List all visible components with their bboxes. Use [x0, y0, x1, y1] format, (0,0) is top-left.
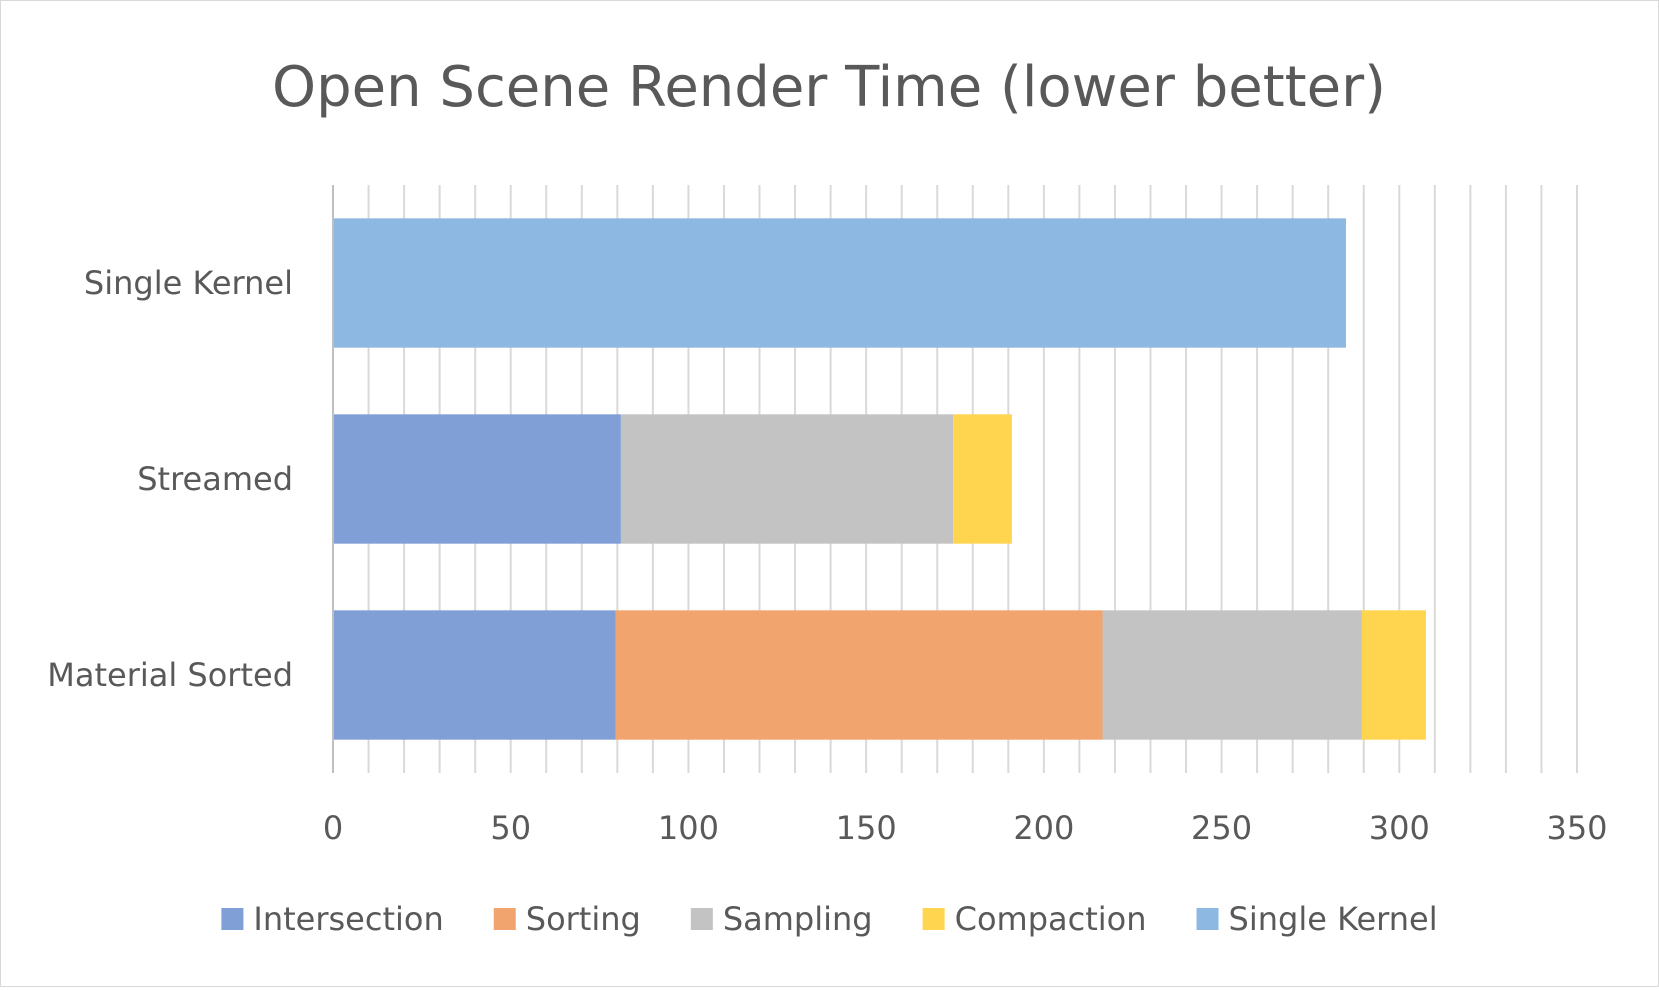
x-tick-label: 150 [836, 809, 897, 847]
legend-label: Sampling [723, 900, 873, 938]
legend-swatch [922, 908, 945, 930]
category-axis: Single Kernel Streamed Material Sorted [47, 185, 334, 773]
value-axis: 0 50 100 150 200 250 300 350 [323, 809, 1608, 847]
legend-swatch [493, 908, 516, 930]
bar-segment-intersection [333, 414, 621, 544]
category-label: Streamed [137, 460, 293, 498]
x-tick-label: 0 [323, 809, 343, 847]
legend-swatch [1196, 908, 1219, 930]
chart-title: Open Scene Render Time (lower better) [272, 55, 1386, 120]
legend-swatch [690, 908, 713, 930]
bar-segment-sorting [615, 610, 1103, 740]
legend-label: Compaction [955, 900, 1147, 938]
legend-label: Sorting [526, 900, 641, 938]
x-tick-label: 350 [1546, 809, 1607, 847]
category-label: Material Sorted [47, 656, 293, 694]
x-tick-label: 250 [1191, 809, 1252, 847]
category-label: Single Kernel [84, 264, 293, 302]
legend: Intersection Sorting Sampling Compaction Sin… [221, 900, 1438, 938]
legend-label: Single Kernel [1229, 900, 1438, 938]
bar-segment-sampling [620, 414, 954, 544]
x-tick-label: 100 [658, 809, 719, 847]
x-tick-label: 50 [490, 809, 531, 847]
bar-segment-sampling [1102, 610, 1362, 740]
x-tick-label: 200 [1013, 809, 1074, 847]
bar-segment-compaction [953, 414, 1012, 544]
legend-swatch [221, 908, 244, 930]
bars [333, 218, 1426, 740]
bar-segment-compaction [1361, 610, 1426, 740]
bar-segment-intersection [333, 610, 616, 740]
x-tick-label: 300 [1369, 809, 1430, 847]
bar-segment-single-kernel [333, 218, 1346, 348]
legend-label: Intersection [253, 900, 443, 938]
